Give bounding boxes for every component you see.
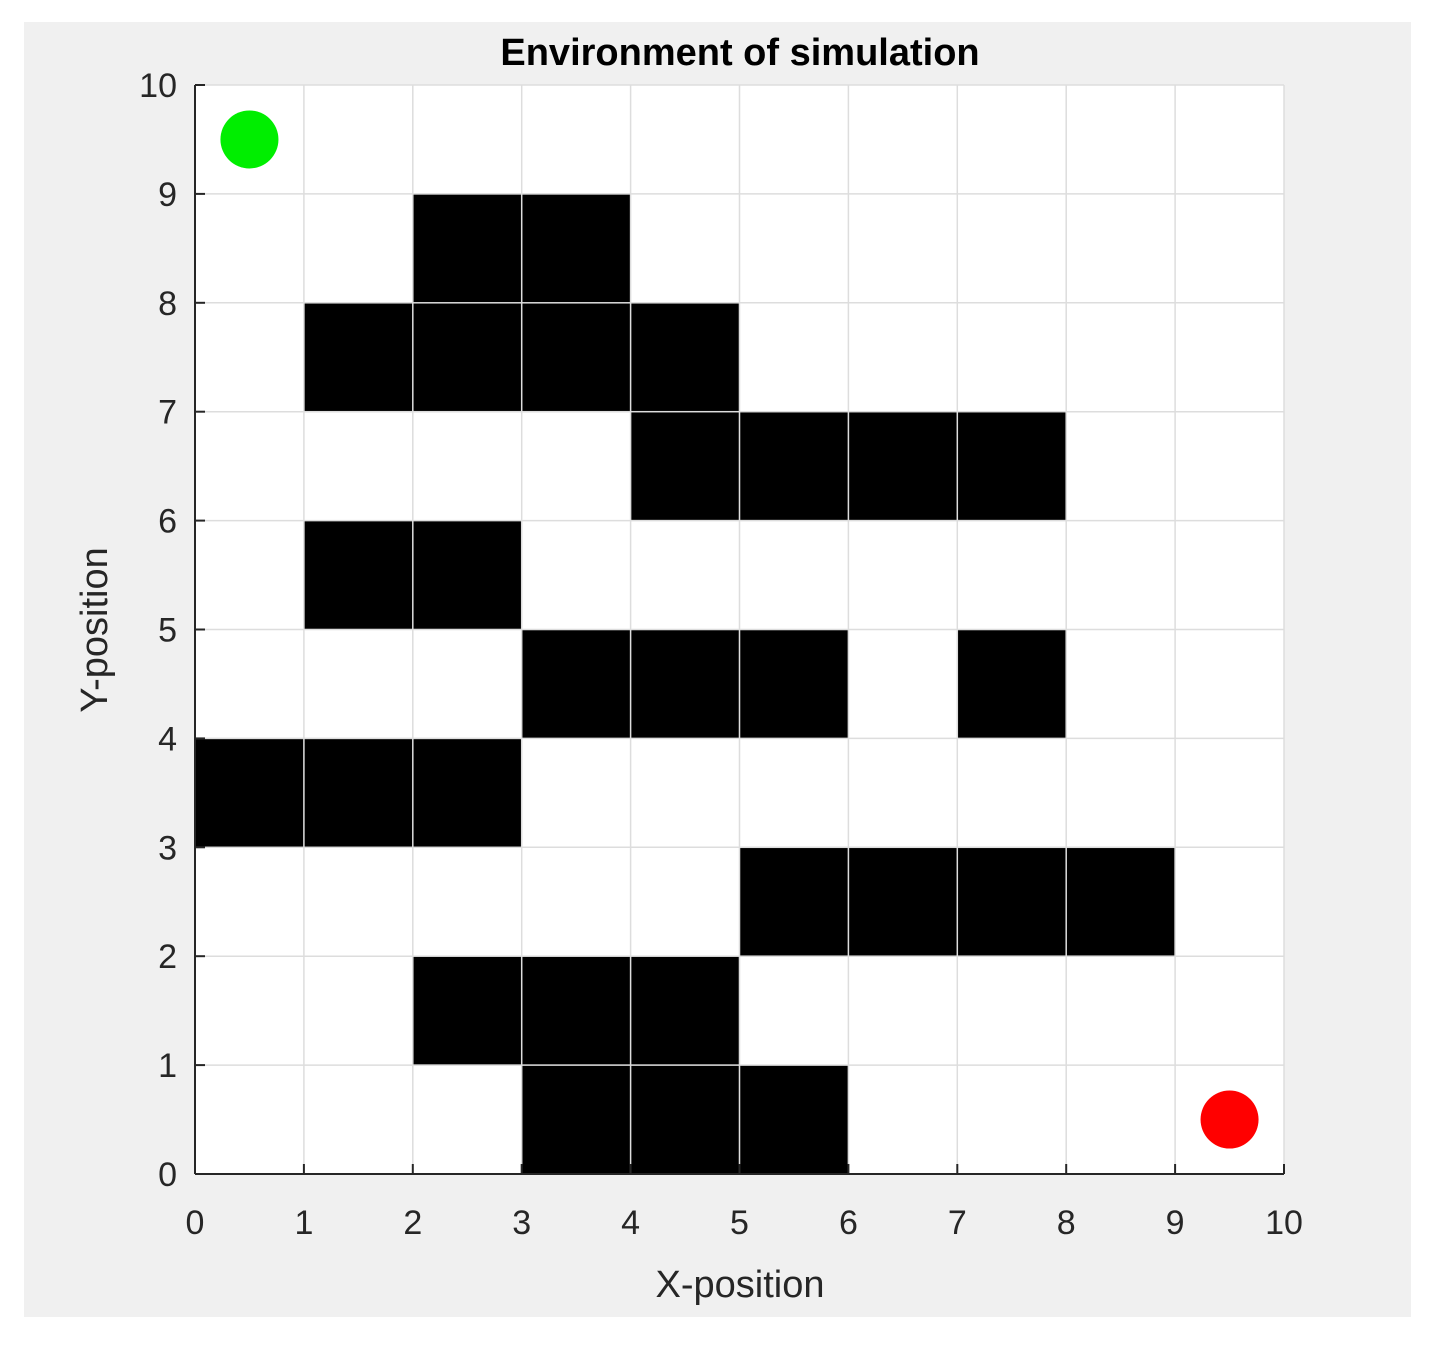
obstacle-cell <box>413 956 521 1065</box>
y-tick-label: 4 <box>158 720 177 758</box>
x-tick-label: 2 <box>403 1204 422 1242</box>
y-tick-label: 6 <box>158 503 177 541</box>
y-tick-label: 2 <box>158 938 177 976</box>
x-axis-label: X-position <box>656 1264 825 1306</box>
obstacle-cell <box>1066 848 1175 956</box>
obstacle-cell <box>413 303 521 411</box>
obstacle-cell <box>740 630 848 738</box>
y-tick-label: 8 <box>158 285 177 323</box>
obstacle-cell <box>740 1065 848 1174</box>
y-tick-label: 3 <box>158 829 177 867</box>
obstacles <box>195 194 1175 1174</box>
obstacle-cell <box>522 630 630 738</box>
obstacle-cell <box>413 194 521 303</box>
y-tick-label: 5 <box>158 612 177 650</box>
x-tick-label: 9 <box>1166 1204 1185 1242</box>
obstacle-cell <box>631 1065 739 1174</box>
x-tick-label: 6 <box>839 1204 858 1242</box>
obstacle-cell <box>631 303 739 411</box>
y-tick-label: 10 <box>139 67 177 105</box>
obstacle-cell <box>413 739 521 847</box>
x-tick-label: 5 <box>730 1204 749 1242</box>
obstacle-cell <box>958 630 1066 738</box>
x-tick-label: 8 <box>1057 1204 1076 1242</box>
obstacle-cell <box>631 630 739 738</box>
obstacle-cell <box>849 848 957 956</box>
obstacle-cell <box>849 412 957 520</box>
y-tick-label: 7 <box>158 394 177 432</box>
obstacle-cell <box>631 412 739 520</box>
point-marker <box>1200 1090 1259 1149</box>
obstacle-cell <box>195 739 304 847</box>
obstacle-cell <box>631 956 739 1065</box>
x-tick-label: 10 <box>1265 1204 1303 1242</box>
obstacle-cell <box>522 1065 630 1174</box>
x-tick-label: 7 <box>948 1204 967 1242</box>
chart-title: Environment of simulation <box>500 32 979 74</box>
x-tick-label: 1 <box>294 1204 313 1242</box>
obstacle-cell <box>304 739 413 847</box>
y-axis-label: Y-position <box>74 547 116 713</box>
y-tick-label: 1 <box>158 1047 177 1085</box>
obstacle-cell <box>740 412 848 520</box>
obstacle-cell <box>522 303 630 411</box>
obstacle-cell <box>958 848 1066 956</box>
x-tick-label: 3 <box>512 1204 531 1242</box>
obstacle-cell <box>304 303 413 411</box>
y-tick-label: 0 <box>158 1156 177 1194</box>
markers <box>220 110 1259 1149</box>
obstacle-cell <box>522 956 630 1065</box>
x-tick-label: 4 <box>621 1204 640 1242</box>
point-marker <box>220 110 279 169</box>
axes: 0 1 2 3 4 5 6 7 8 9 10 0 1 2 3 4 5 6 7 8 9 10 <box>139 67 1303 1242</box>
x-tick-label: 0 <box>186 1204 205 1242</box>
obstacle-cell <box>740 848 848 956</box>
obstacle-cell <box>522 194 630 303</box>
obstacle-cell <box>304 521 413 629</box>
obstacle-cell <box>413 521 521 629</box>
y-tick-label: 9 <box>158 176 177 214</box>
obstacle-cell <box>958 412 1066 520</box>
